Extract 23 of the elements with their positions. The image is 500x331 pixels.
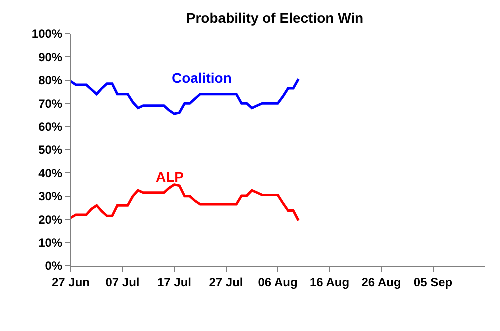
y-tick-label: 50% <box>38 143 63 158</box>
x-tick-label: 27 Jul <box>209 275 244 290</box>
x-tick-label: 07 Jul <box>106 275 140 290</box>
series-label: Coalition <box>172 70 232 86</box>
y-tick-label: 80% <box>38 74 63 88</box>
y-tick-label: 40% <box>38 166 63 180</box>
x-tick-label: 26 Aug <box>362 275 402 290</box>
y-tick-label: 20% <box>38 212 63 227</box>
x-tick-label: 16 Aug <box>310 275 350 290</box>
y-tick-label: 90% <box>38 50 63 64</box>
x-tick-label: 17 Jul <box>157 275 192 290</box>
y-tick-label: 70% <box>38 96 63 111</box>
series-label: ALP <box>156 169 184 185</box>
x-tick-label: 05 Sep <box>414 275 453 290</box>
x-tick-label: 06 Aug <box>258 275 298 290</box>
chart-title: Probability of Election Win <box>186 10 364 26</box>
y-tick-label: 30% <box>38 190 63 204</box>
y-tick-label: 60% <box>38 120 63 134</box>
y-tick-label: 0% <box>45 259 63 274</box>
y-tick-label: 100% <box>32 27 63 42</box>
line-series <box>71 184 300 222</box>
x-tick-label: 27 Jun <box>52 275 90 290</box>
y-tick-label: 10% <box>38 236 63 250</box>
